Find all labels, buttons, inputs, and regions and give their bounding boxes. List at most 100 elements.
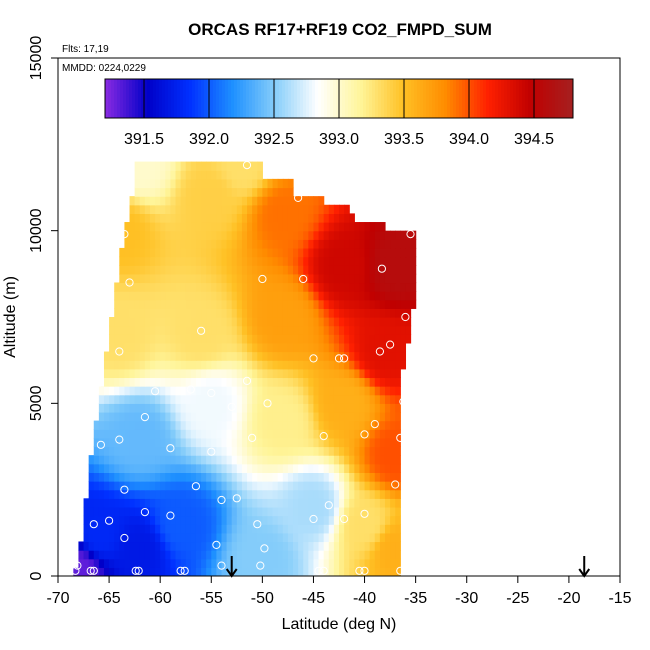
field-cell [272, 403, 279, 413]
field-cell [201, 342, 207, 353]
field-cell [262, 317, 269, 327]
field-cell [103, 481, 110, 491]
field-cell [359, 325, 366, 335]
field-cell [195, 420, 202, 430]
field-cell [374, 420, 381, 430]
field-cell [272, 394, 279, 404]
field-cell [226, 455, 233, 465]
field-cell [344, 550, 350, 560]
field-cell [287, 196, 294, 206]
field-cell [328, 308, 335, 318]
field-cell [165, 178, 171, 189]
field-cell [221, 489, 228, 499]
field-cell [328, 481, 335, 491]
field-cell [293, 351, 299, 361]
field-cell [384, 299, 391, 309]
colorbar-segment [183, 79, 187, 118]
field-cell [180, 368, 187, 379]
field-cell [236, 299, 243, 309]
field-cell [257, 368, 263, 379]
colorbar-segment [387, 79, 391, 118]
sample-point [120, 533, 129, 543]
field-cell [298, 377, 304, 387]
field-cell [185, 437, 192, 448]
field-cell [185, 463, 192, 473]
field-cell [231, 342, 238, 353]
field-cell [190, 368, 197, 379]
field-cell [226, 239, 233, 249]
field-cell [221, 317, 228, 327]
field-cell [211, 481, 217, 491]
field-cell [410, 239, 417, 249]
field-cell [359, 463, 366, 473]
field-cell [139, 161, 146, 171]
field-cell [257, 291, 263, 301]
field-cell [98, 541, 105, 551]
field-cell [165, 291, 171, 301]
field-cell [364, 317, 371, 327]
field-cell [390, 515, 396, 525]
field-cell [139, 334, 146, 344]
field-cell [211, 532, 217, 543]
field-cell [114, 377, 120, 387]
field-cell [349, 455, 355, 465]
field-cell [206, 317, 212, 327]
field-cell [190, 187, 197, 197]
field-cell [339, 204, 345, 214]
field-cell [349, 498, 355, 508]
field-cell [359, 256, 366, 266]
field-cell [318, 230, 325, 240]
field-cell [349, 532, 355, 543]
field-cell [109, 351, 115, 361]
field-cell [272, 247, 279, 258]
field-cell [262, 196, 269, 206]
field-cell [165, 558, 171, 568]
field-cell [201, 247, 207, 258]
field-cell [313, 213, 320, 223]
field-cell [298, 481, 304, 491]
field-cell [180, 291, 187, 301]
colorbar-tick-label: 393.0 [319, 131, 359, 148]
field-cell [216, 239, 223, 249]
field-cell [114, 386, 120, 396]
field-cell [201, 506, 207, 517]
field-cell [272, 325, 279, 335]
field-cell [257, 532, 263, 543]
field-cell [282, 196, 289, 206]
field-cell [221, 515, 228, 525]
field-cell [155, 204, 161, 214]
field-cell [303, 498, 309, 508]
field-cell [190, 204, 197, 214]
field-cell [277, 524, 284, 534]
field-cell [160, 204, 166, 214]
field-cell [400, 265, 407, 275]
colorbar-segment [558, 79, 562, 118]
field-cell [119, 308, 126, 318]
field-cell [349, 506, 355, 517]
field-cell [298, 429, 304, 439]
field-cell [339, 403, 345, 413]
field-cell [298, 342, 304, 353]
field-cell [328, 204, 335, 214]
field-cell [252, 489, 258, 499]
field-cell [211, 308, 217, 318]
field-cell [339, 256, 345, 266]
field-cell [180, 351, 187, 361]
field-cell [262, 377, 269, 387]
field-cell [139, 437, 146, 448]
field-cell [144, 187, 151, 197]
field-cell [160, 472, 166, 482]
field-cell [185, 213, 192, 223]
field-cell [252, 463, 258, 473]
field-cell [144, 532, 151, 543]
field-cell [262, 455, 269, 465]
field-cell [165, 196, 171, 206]
field-cell [170, 213, 177, 223]
field-cell [277, 368, 284, 379]
field-cell [384, 247, 391, 258]
field-cell [349, 524, 355, 534]
field-cell [272, 420, 279, 430]
field-cell [282, 368, 289, 379]
field-cell [180, 506, 187, 517]
colorbar-segment [270, 79, 274, 118]
